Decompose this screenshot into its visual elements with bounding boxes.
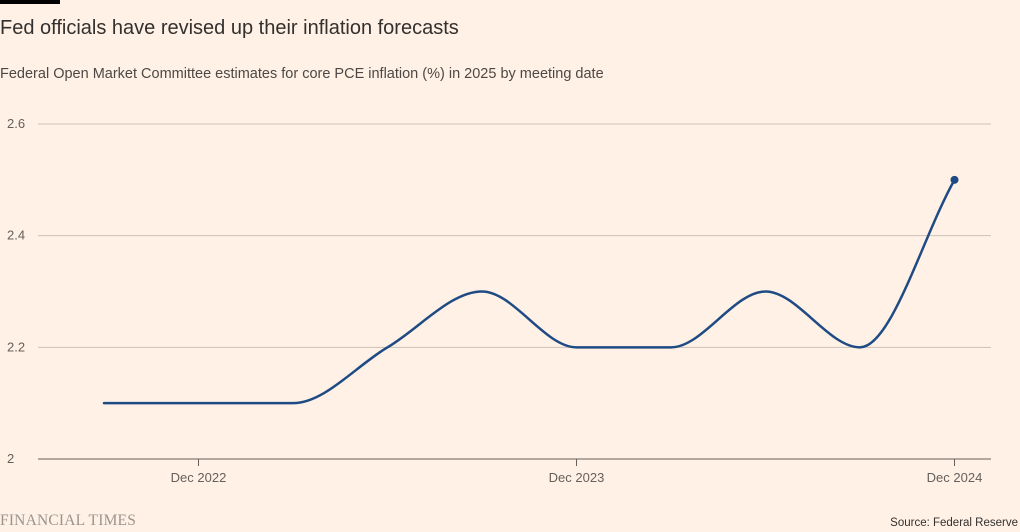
y-tick-label: 2.6 xyxy=(7,116,25,131)
chart-title: Fed officials have revised up their infl… xyxy=(0,17,459,39)
x-tick-label: Dec 2023 xyxy=(549,470,605,485)
y-tick-label: 2 xyxy=(7,451,14,466)
y-tick-label: 2.4 xyxy=(7,228,25,243)
gridlines xyxy=(38,123,991,460)
chart-subtitle: Federal Open Market Committee estimates … xyxy=(0,66,604,82)
x-axis-ticks: Dec 2022 Dec 2023 Dec 2024 xyxy=(171,459,983,485)
y-tick-label: 2.2 xyxy=(7,339,25,354)
source-note: Source: Federal Reserve xyxy=(890,517,1018,529)
series-layer xyxy=(102,175,959,405)
top-rule xyxy=(0,0,60,4)
x-tick-label: Dec 2024 xyxy=(927,470,983,485)
series-line xyxy=(102,178,956,405)
end-point-marker xyxy=(950,175,959,184)
y-axis-ticks: 2 2.2 2.4 2.6 xyxy=(7,116,25,466)
ft-logo: FINANCIAL TIMES xyxy=(0,512,137,529)
x-tick-label: Dec 2022 xyxy=(171,470,227,485)
